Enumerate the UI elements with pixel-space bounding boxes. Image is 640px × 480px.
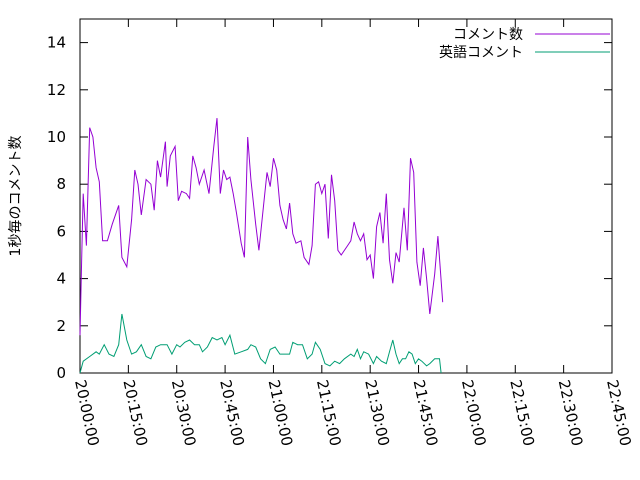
x-tick-label: 22:45:00 <box>603 378 635 448</box>
x-tick-label: 22:30:00 <box>555 378 587 448</box>
x-tick-label: 20:00:00 <box>71 378 103 448</box>
y-tick-label: 2 <box>56 317 66 335</box>
series-lines <box>79 118 444 374</box>
x-tick-label: 21:15:00 <box>313 378 345 448</box>
x-tick-label: 22:15:00 <box>506 378 538 448</box>
series-line-1 <box>79 118 444 336</box>
x-tick-label: 20:15:00 <box>119 378 151 448</box>
y-tick-label: 10 <box>47 128 66 146</box>
x-tick-label: 21:45:00 <box>410 378 442 448</box>
y-tick-label: 6 <box>56 222 66 240</box>
x-axis: 20:00:00 20:15:00 20:30:00 20:45:00 21:00:00… <box>71 19 635 448</box>
y-tick-label: 8 <box>56 175 66 193</box>
y-tick-label: 0 <box>56 364 66 382</box>
legend-label-1: コメント数 <box>453 27 523 43</box>
x-tick-label: 21:00:00 <box>265 378 297 448</box>
x-tick-label: 21:30:00 <box>361 378 393 448</box>
y-tick-label: 14 <box>47 34 66 52</box>
legend-label-2: 英語コメント <box>439 44 523 61</box>
x-tick-label: 20:45:00 <box>216 378 248 448</box>
x-tick-label: 22:00:00 <box>458 378 490 448</box>
series-line-2 <box>79 313 442 374</box>
y-tick-label: 12 <box>47 81 66 99</box>
x-tick-label: 20:30:00 <box>168 378 200 448</box>
y-axis-title: 1秒毎のコメント数 <box>8 136 24 257</box>
plot-frame-group <box>79 18 613 374</box>
plot-frame <box>79 18 613 374</box>
y-tick-label: 4 <box>56 270 66 288</box>
y-axis: 0 2 4 6 8 10 12 14 <box>47 34 612 382</box>
